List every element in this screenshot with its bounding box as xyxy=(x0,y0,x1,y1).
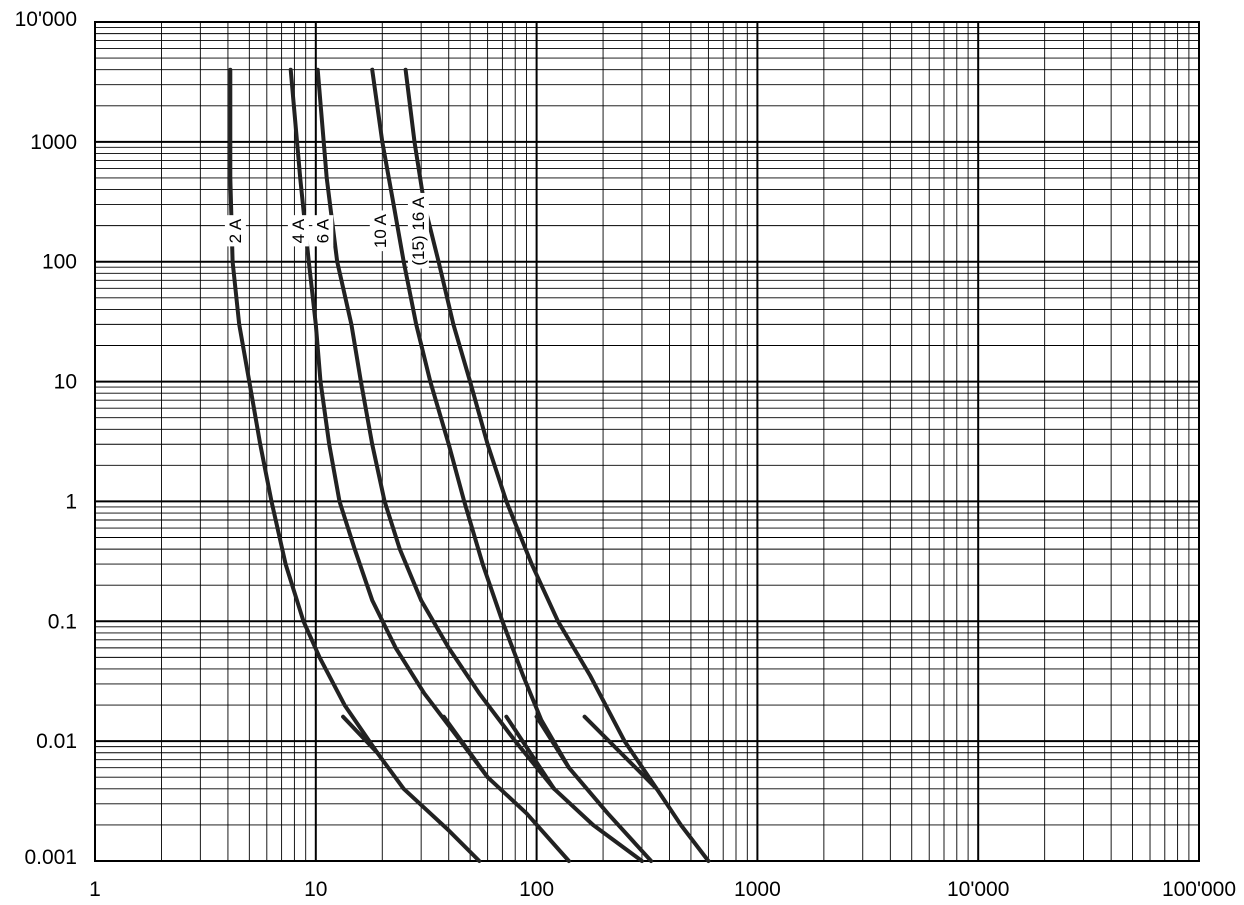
grid-major xyxy=(94,21,1200,862)
y-tick-label: 0.1 xyxy=(48,610,77,633)
y-tick-labels: 0.001 0.01 0.1 1 10 100 1000 10'000 xyxy=(15,8,77,869)
x-tick-label: 100 xyxy=(519,878,554,901)
y-tick-label: 10 xyxy=(54,371,77,394)
curve-label-text: 6 A xyxy=(313,218,332,243)
curve-label-text: 4 A xyxy=(289,218,308,243)
curve-label-text: 2 A xyxy=(226,218,245,243)
x-tick-label: 10 xyxy=(304,878,327,901)
series-tail-1 xyxy=(441,714,490,780)
series-tail-3 xyxy=(534,714,571,770)
y-tick-label: 0.01 xyxy=(36,730,77,753)
x-tick-label: 1000 xyxy=(734,878,781,901)
curve-label-0: 2 A xyxy=(224,215,246,247)
series-curve-2 xyxy=(315,67,644,863)
y-tick-label: 1000 xyxy=(30,131,77,154)
x-tick-labels: 1 10 100 1000 10'000 100'000 xyxy=(89,878,1236,901)
curve-label-3: 10 A xyxy=(369,210,391,252)
curve-label-2: 6 A xyxy=(312,215,334,247)
y-tick-label: 10'000 xyxy=(15,8,77,31)
curve-label-bg xyxy=(369,210,391,252)
plot-frame xyxy=(94,21,1200,862)
x-tick-label: 1 xyxy=(89,878,101,901)
series-tail-0 xyxy=(341,714,380,755)
curve-label-text: 10 A xyxy=(371,213,390,248)
series-tail-4 xyxy=(582,714,659,791)
curve-labels: 2 A 4 A 6 A 10 A (15) 16 A xyxy=(224,192,429,269)
curve-label-text: (15) 16 A xyxy=(409,196,428,266)
curve-label-4: (15) 16 A xyxy=(407,192,429,269)
y-tick-label: 100 xyxy=(42,251,77,274)
curve-label-bg xyxy=(312,215,334,247)
curve-label-bg xyxy=(287,215,309,247)
y-tick-label: 0.001 xyxy=(24,846,77,869)
x-tick-label: 10'000 xyxy=(947,878,1009,901)
series-tail-2 xyxy=(504,714,557,791)
curve-label-bg xyxy=(224,215,246,247)
curve-label-bg xyxy=(407,192,429,269)
series-curve-4 xyxy=(403,67,711,863)
curve-label-1: 4 A xyxy=(287,215,309,247)
series-layer xyxy=(228,67,711,863)
y-tick-label: 1 xyxy=(65,490,77,513)
series-curve-0 xyxy=(228,67,482,863)
x-tick-label: 100'000 xyxy=(1162,878,1236,901)
